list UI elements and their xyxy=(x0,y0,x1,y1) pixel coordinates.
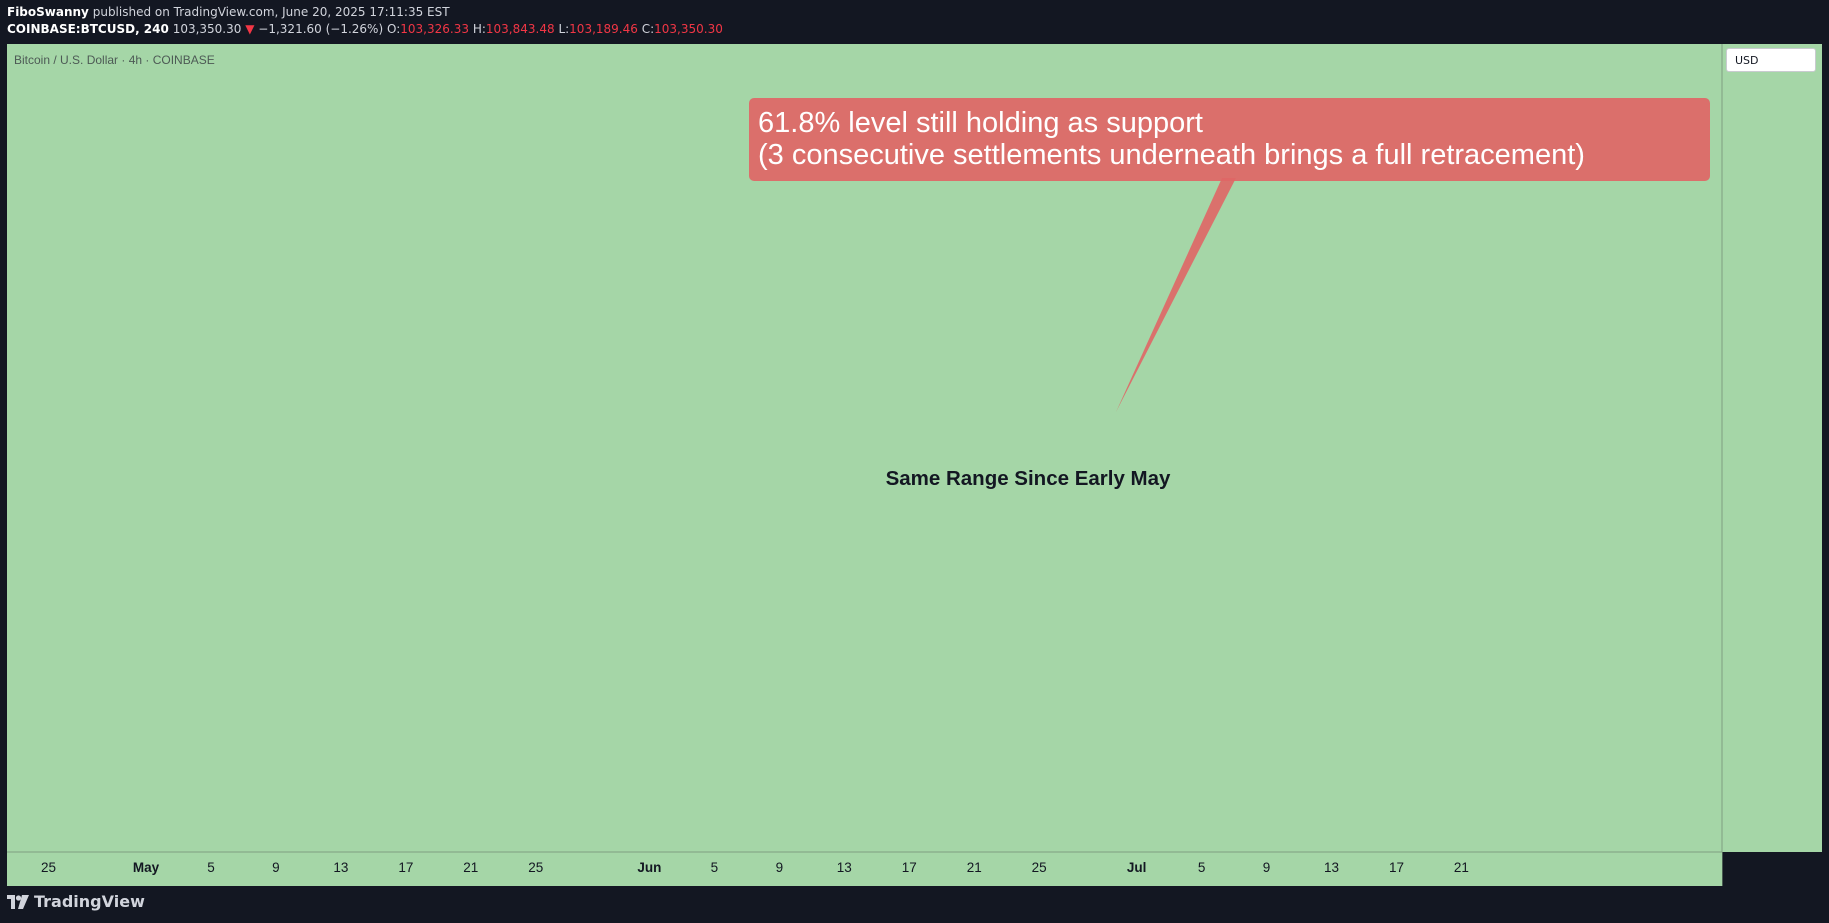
time-tick-label: 25 xyxy=(528,860,543,875)
open-label: O: xyxy=(386,22,401,36)
time-tick-label: 17 xyxy=(902,860,917,875)
time-tick-label: 13 xyxy=(837,860,852,875)
tradingview-icon xyxy=(7,894,29,909)
time-tick-label: 9 xyxy=(776,860,784,875)
callout-pointer xyxy=(1116,178,1236,412)
time-tick-label: 13 xyxy=(333,860,348,875)
time-tick-label: 5 xyxy=(207,860,215,875)
callout-line-1: 61.8% level still holding as support xyxy=(758,107,1203,139)
time-tick-label: 21 xyxy=(1454,860,1469,875)
low-value: 103,189.46 xyxy=(569,22,638,36)
last-price: 103,350.30 xyxy=(172,22,242,36)
time-tick-label: Jul xyxy=(1127,860,1147,875)
open-value: 103,326.33 xyxy=(400,22,469,36)
time-tick-label: 9 xyxy=(1263,860,1271,875)
time-tick-label: 25 xyxy=(1032,860,1047,875)
close-label: C: xyxy=(641,22,655,36)
publish-line: FiboSwanny published on TradingView.com,… xyxy=(7,5,450,19)
symbol-label: COINBASE:BTCUSD, 240 xyxy=(7,22,169,36)
publish-info: published on TradingView.com, June 20, 2… xyxy=(92,5,450,19)
tradingview-logo[interactable]: TradingView xyxy=(7,892,145,911)
time-tick-label: 17 xyxy=(1389,860,1404,875)
price-axis[interactable] xyxy=(1722,44,1822,852)
tradingview-brand: TradingView xyxy=(34,892,145,911)
author-name[interactable]: FiboSwanny xyxy=(7,5,89,19)
high-value: 103,843.48 xyxy=(485,22,555,36)
time-tick-label: 9 xyxy=(272,860,280,875)
low-label: L: xyxy=(558,22,570,36)
chart-header: FiboSwanny published on TradingView.com,… xyxy=(0,0,1829,44)
time-tick-label: 21 xyxy=(967,860,982,875)
callout-line-2: (3 consecutive settlements underneath br… xyxy=(758,139,1585,171)
chart-title: Bitcoin / U.S. Dollar · 4h · COINBASE xyxy=(14,53,215,67)
high-label: H: xyxy=(472,22,486,36)
footer: TradingView xyxy=(0,886,1829,923)
currency-selector[interactable]: USD xyxy=(1726,48,1816,72)
time-tick-label: 25 xyxy=(41,860,56,875)
ohlc-line: COINBASE:BTCUSD, 240 103,350.30 ▼ −1,321… xyxy=(7,22,723,36)
down-arrow-icon: ▼ xyxy=(245,22,255,36)
price-change: −1,321.60 (−1.26%) xyxy=(258,22,384,36)
callout-annotation[interactable]: 61.8% level still holding as support(3 c… xyxy=(749,98,1710,412)
time-tick-label: 21 xyxy=(463,860,478,875)
time-tick-label: 5 xyxy=(1198,860,1206,875)
time-tick-label: 17 xyxy=(398,860,413,875)
time-tick-label: 5 xyxy=(711,860,719,875)
close-value: 103,350.30 xyxy=(654,22,723,36)
range-annotation: Same Range Since Early May xyxy=(886,467,1171,490)
time-tick-label: 13 xyxy=(1324,860,1339,875)
time-tick-label: May xyxy=(133,860,160,875)
time-axis[interactable] xyxy=(7,852,1722,886)
callout-box xyxy=(749,98,1710,181)
time-tick-label: Jun xyxy=(637,860,661,875)
